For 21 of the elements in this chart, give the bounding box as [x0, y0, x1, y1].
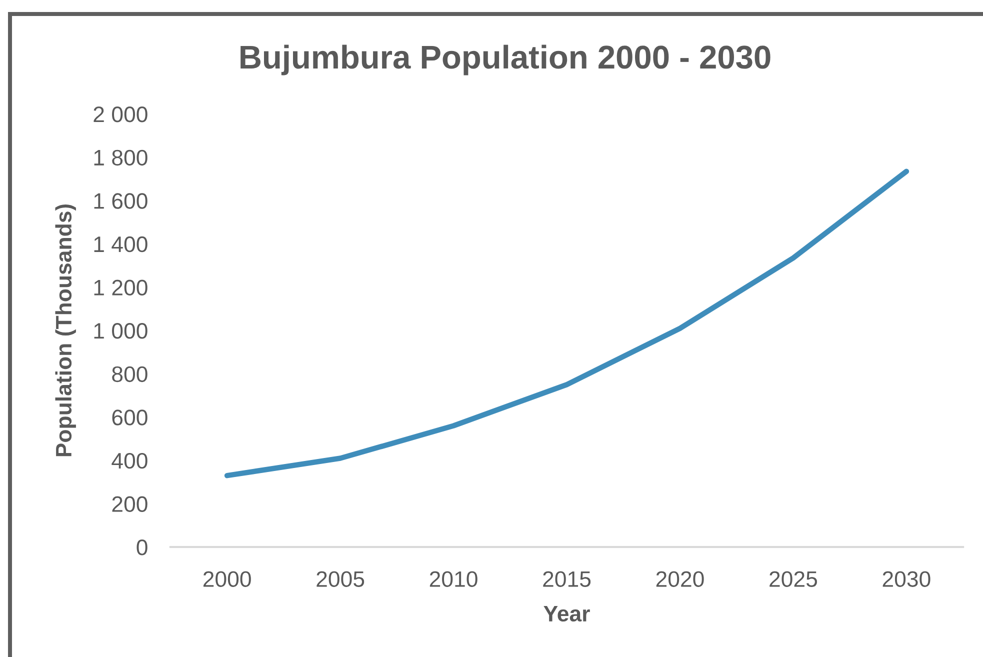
y-tick-label: 200 — [112, 496, 148, 512]
y-axis-title: Population (Thousands) — [55, 204, 76, 456]
x-tick-label: 2005 — [316, 571, 364, 587]
y-tick-label: 600 — [112, 410, 148, 426]
chart-title: Bujumbura Population 2000 - 2030 — [240, 44, 770, 76]
y-tick-label: 2 000 — [94, 106, 148, 122]
y-tick-label: 1 200 — [94, 280, 148, 296]
y-tick-label: 1 600 — [94, 193, 148, 209]
y-tick-label: 1 400 — [94, 236, 148, 252]
x-tick-label: 2015 — [543, 571, 591, 587]
y-tick-label: 1 000 — [94, 323, 148, 339]
x-tick-label: 2030 — [882, 571, 930, 587]
y-tick-label: 800 — [112, 366, 148, 382]
x-tick-label: 2000 — [203, 571, 251, 587]
x-tick-label: 2025 — [770, 571, 817, 587]
x-tick-label: 2010 — [430, 571, 478, 587]
x-tick-label: 2020 — [656, 571, 704, 587]
x-axis-title: Year — [544, 606, 590, 622]
y-tick-label: 1 800 — [94, 150, 148, 166]
y-tick-label: 400 — [112, 452, 148, 469]
y-tick-label: 0 — [136, 540, 148, 556]
